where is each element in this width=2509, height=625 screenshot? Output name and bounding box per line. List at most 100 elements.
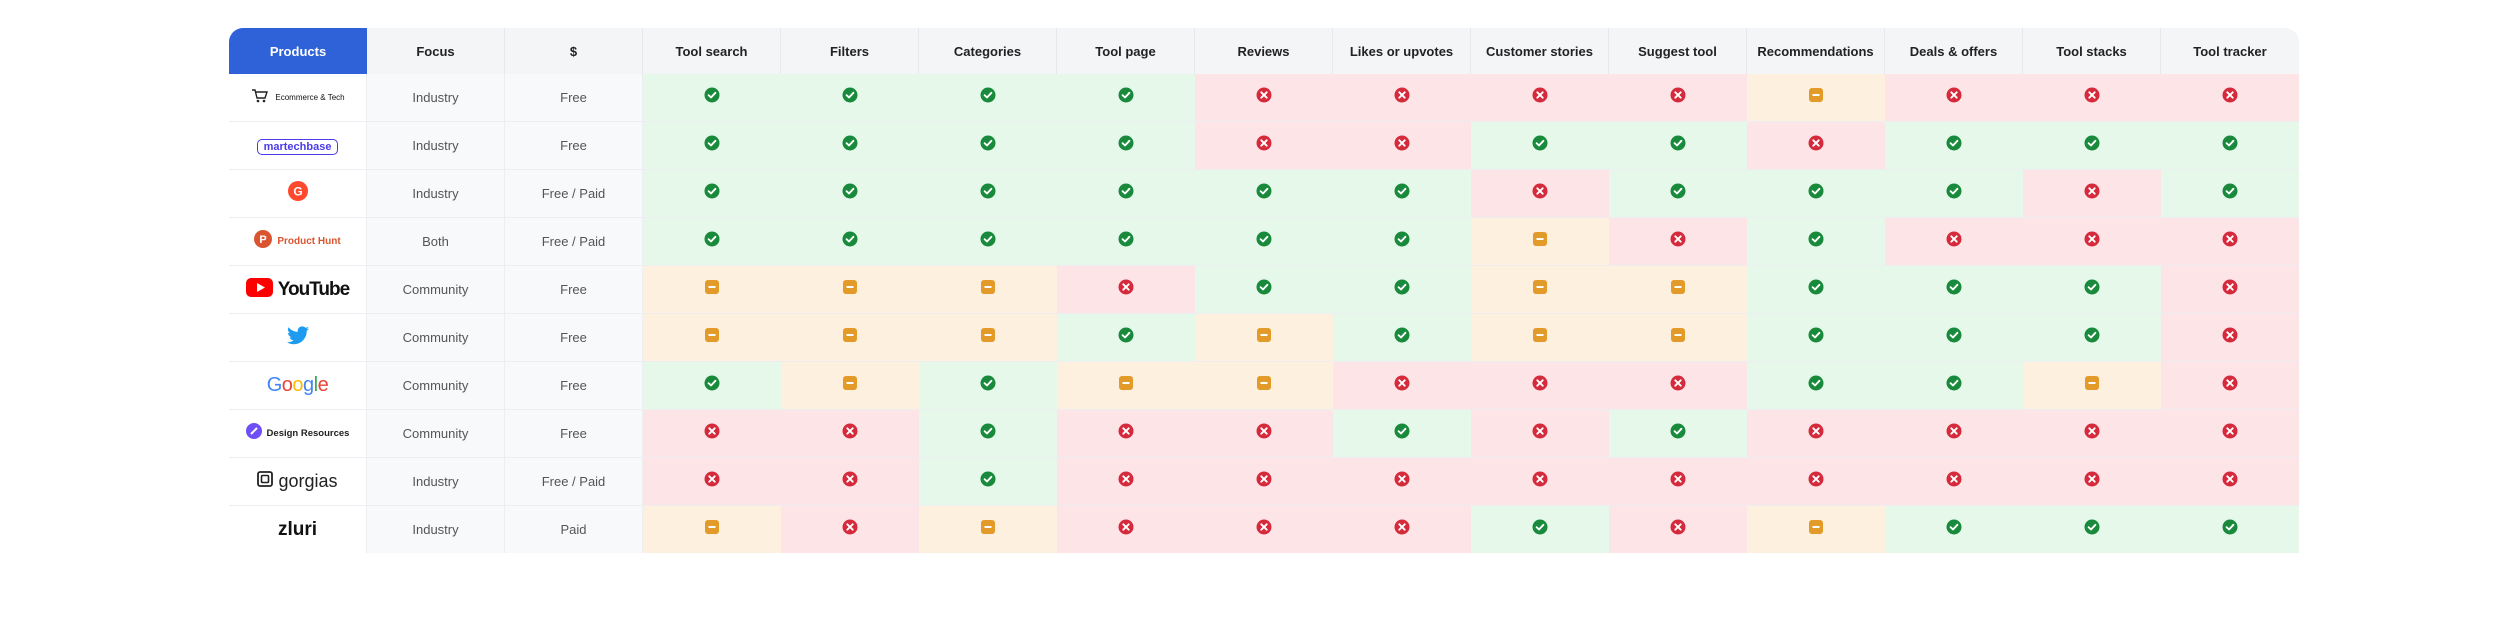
table-row: martechbase Industry Free (229, 122, 2299, 170)
feature-cell (1885, 314, 2023, 362)
feature-cell (643, 410, 781, 458)
feature-cell (1057, 218, 1195, 266)
focus-cell: Community (367, 410, 505, 458)
cross-icon (1946, 423, 1962, 439)
check-icon (1394, 327, 1410, 343)
feature-cell (1195, 314, 1333, 362)
check-icon (1946, 327, 1962, 343)
feature-cell (1609, 362, 1747, 410)
partial-icon (842, 279, 858, 295)
feature-cell (1471, 218, 1609, 266)
partial-icon (980, 327, 996, 343)
partial-icon (1118, 375, 1134, 391)
price-cell: Paid (505, 506, 643, 553)
comparison-table: Products Focus $ Tool search Filters Categ… (229, 28, 2299, 553)
header-feature: Customer stories (1471, 28, 1609, 74)
cross-icon (2084, 231, 2100, 247)
feature-cell (1609, 458, 1747, 506)
cross-icon (704, 471, 720, 487)
partial-icon (1670, 327, 1686, 343)
check-icon (2222, 135, 2238, 151)
check-icon (980, 87, 996, 103)
feature-cell (1195, 266, 1333, 314)
feature-cell (919, 74, 1057, 122)
g2-icon: G (287, 181, 308, 206)
product-cell: Ecommerce & Tech (229, 74, 367, 122)
table-body: Ecommerce & Tech Industry Free martechbase I… (229, 74, 2299, 553)
price-cell: Free (505, 266, 643, 314)
check-icon (1118, 231, 1134, 247)
feature-cell (1885, 506, 2023, 553)
zluri-logo[interactable]: zluri (278, 519, 317, 541)
feature-cell (1057, 314, 1195, 362)
partial-icon (2084, 375, 2100, 391)
check-icon (1808, 231, 1824, 247)
cross-icon (1118, 519, 1134, 535)
cross-icon (1808, 423, 1824, 439)
cross-icon (1532, 375, 1548, 391)
check-icon (704, 183, 720, 199)
g2-logo[interactable]: G (287, 181, 308, 206)
cross-icon (1118, 471, 1134, 487)
gorgias-logo[interactable]: gorgias (257, 471, 338, 492)
focus-cell: Both (367, 218, 505, 266)
feature-cell (2023, 218, 2161, 266)
feature-cell (1609, 170, 1747, 218)
check-icon (1532, 135, 1548, 151)
check-icon (842, 231, 858, 247)
feature-cell (643, 506, 781, 553)
logo-label: Product Hunt (277, 236, 341, 247)
table-row: G Industry Free / Paid (229, 170, 2299, 218)
feature-cell (1057, 458, 1195, 506)
feature-cell (1471, 458, 1609, 506)
ecommerce-tech-logo[interactable]: Ecommerce & Tech (250, 87, 345, 109)
feature-cell (1747, 410, 1885, 458)
check-icon (1118, 327, 1134, 343)
cross-icon (2222, 87, 2238, 103)
product-hunt-logo[interactable]: P Product Hunt (254, 230, 341, 253)
check-icon (1670, 423, 1686, 439)
cross-icon (1670, 519, 1686, 535)
check-icon (1670, 135, 1686, 151)
feature-cell (1747, 458, 1885, 506)
header-feature: Likes or upvotes (1333, 28, 1471, 74)
check-icon (1808, 327, 1824, 343)
cross-icon (1256, 471, 1272, 487)
google-logo[interactable]: Google (267, 374, 329, 397)
product-hunt-icon: P (254, 230, 273, 253)
check-icon (842, 183, 858, 199)
check-icon (1532, 519, 1548, 535)
table-row: zluri Industry Paid (229, 506, 2299, 553)
youtube-logo[interactable]: YouTube (245, 277, 350, 302)
feature-cell (1333, 362, 1471, 410)
partial-icon (1256, 375, 1272, 391)
feature-cell (1195, 218, 1333, 266)
check-icon (2222, 519, 2238, 535)
cross-icon (1256, 135, 1272, 151)
feature-cell (1057, 266, 1195, 314)
feature-cell (1609, 314, 1747, 362)
twitter-logo[interactable] (286, 324, 310, 351)
feature-cell (1747, 74, 1885, 122)
cross-icon (1118, 279, 1134, 295)
design-resources-logo[interactable]: Design Resources (245, 423, 349, 444)
header-feature: Tool stacks (2023, 28, 2161, 74)
feature-cell (1471, 410, 1609, 458)
feature-cell (1471, 362, 1609, 410)
check-icon (842, 87, 858, 103)
price-cell: Free (505, 122, 643, 170)
feature-cell (2161, 218, 2299, 266)
feature-cell (781, 266, 919, 314)
feature-cell (1195, 362, 1333, 410)
martechbase-logo[interactable]: martechbase (256, 138, 339, 155)
check-icon (704, 135, 720, 151)
cross-icon (1394, 87, 1410, 103)
cross-icon (842, 423, 858, 439)
youtube-play-icon (245, 277, 273, 302)
check-icon (1394, 279, 1410, 295)
product-cell: gorgias (229, 458, 367, 506)
feature-cell (2023, 362, 2161, 410)
feature-cell (1195, 122, 1333, 170)
feature-cell (2161, 122, 2299, 170)
table-row: gorgias Industry Free / Paid (229, 458, 2299, 506)
